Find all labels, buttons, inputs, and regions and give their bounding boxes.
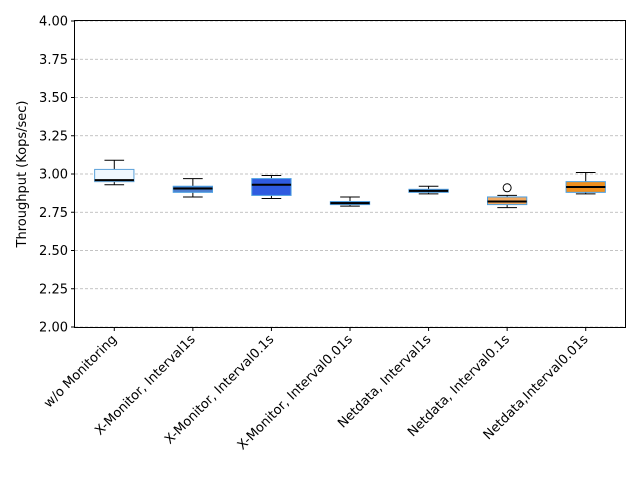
y-tick-label: 2.75 [39, 206, 68, 221]
box-7 [565, 171, 606, 195]
y-tick-label: 2.25 [39, 282, 68, 297]
box-body [251, 178, 292, 196]
box-series [94, 159, 606, 209]
box-3 [251, 175, 292, 199]
y-axis-label: Throughput (Kops/sec) [15, 101, 30, 249]
y-axis-ticks: 2.00 2.25 2.50 2.75 3.00 3.25 3.50 3.75 4.00 [39, 15, 75, 336]
outlier-point [502, 183, 512, 193]
box-4 [329, 196, 371, 207]
y-tick-label: 3.00 [39, 168, 68, 183]
y-tick-label: 3.50 [39, 91, 68, 106]
grid-lines [75, 20, 625, 328]
y-tick-label: 2.50 [39, 244, 68, 259]
box-body [94, 168, 135, 183]
y-tick-label: 2.00 [39, 321, 68, 336]
y-tick-label: 3.75 [39, 53, 68, 68]
box-2 [172, 178, 213, 198]
box-6 [487, 183, 528, 209]
box-5 [408, 185, 449, 195]
x-tick-label: w/o Monitoring [41, 332, 120, 411]
y-tick-label: 3.25 [39, 129, 68, 144]
box-1 [94, 159, 135, 186]
y-tick-label: 4.00 [39, 15, 68, 30]
